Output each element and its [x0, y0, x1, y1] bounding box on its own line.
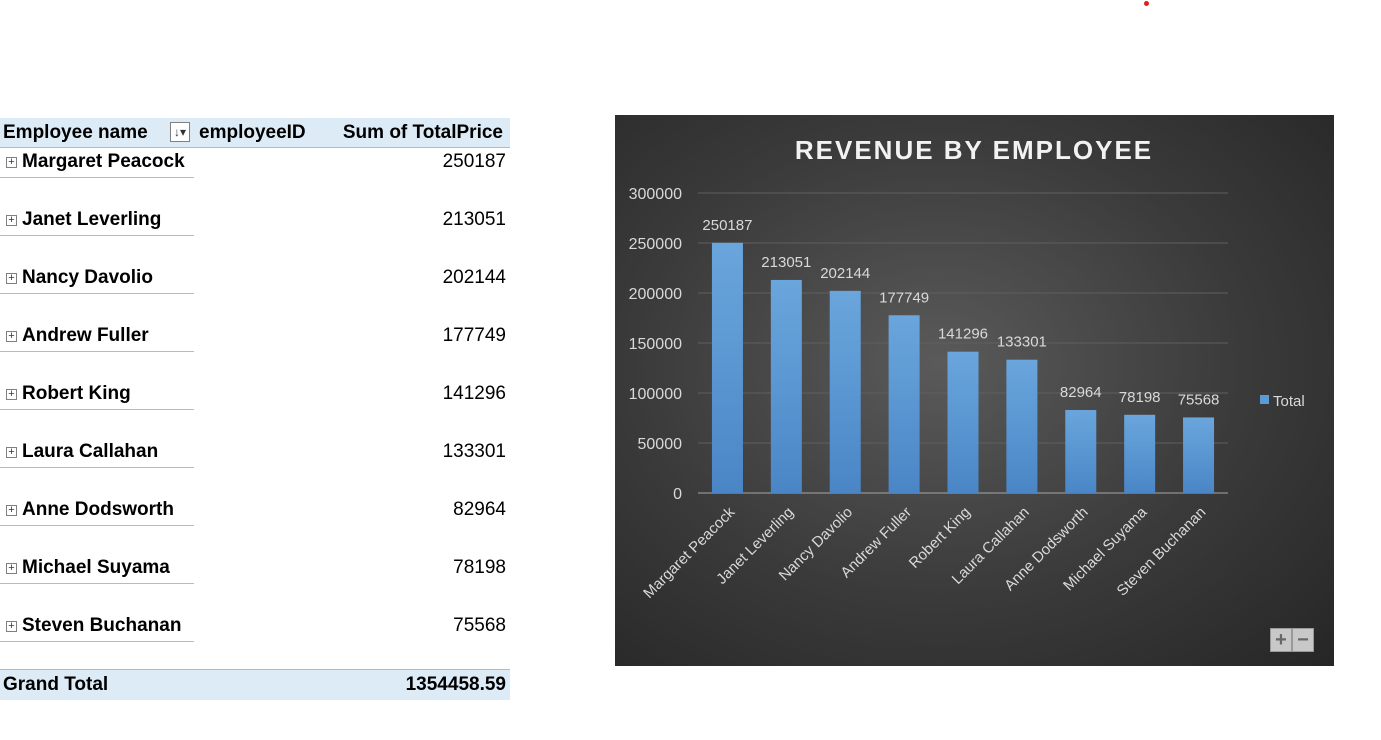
employee-name: Laura Callahan	[22, 441, 159, 462]
bar[interactable]	[947, 351, 979, 493]
bar[interactable]	[1124, 414, 1156, 493]
bar[interactable]	[770, 279, 802, 493]
table-row[interactable]: + Laura Callahan 133301	[0, 438, 510, 468]
y-tick-label: 0	[673, 486, 682, 503]
employee-name: Anne Dodsworth	[22, 499, 174, 520]
expand-plus-icon[interactable]: +	[6, 215, 17, 226]
table-row[interactable]: + Steven Buchanan 75568	[0, 612, 510, 642]
bar[interactable]	[888, 315, 920, 493]
employee-name: Robert King	[22, 383, 131, 404]
plus-icon[interactable]: +	[1270, 628, 1292, 652]
grand-total-label: Grand Total	[3, 674, 109, 695]
table-row[interactable]: + Andrew Fuller 177749	[0, 322, 510, 352]
expand-plus-icon[interactable]: +	[6, 157, 17, 168]
revenue-chart[interactable]: REVENUE BY EMPLOYEE 0 50000 100000 150000 200…	[615, 115, 1334, 666]
sort-filter-icon[interactable]: ↓▾	[170, 122, 190, 142]
legend-label: Total	[1273, 393, 1305, 410]
total-price-value: 133301	[442, 441, 506, 462]
table-row[interactable]: + Michael Suyama 78198	[0, 554, 510, 584]
cell-marker-dot	[1144, 1, 1149, 6]
header-employee-id[interactable]: employeeID	[199, 122, 306, 143]
table-row[interactable]: + Margaret Peacock 250187	[0, 148, 510, 178]
table-row[interactable]: + Janet Leverling 213051	[0, 206, 510, 236]
expand-plus-icon[interactable]: +	[6, 331, 17, 342]
data-label: 213051	[761, 254, 811, 271]
row-label-cell[interactable]: + Nancy Davolio	[0, 264, 194, 294]
row-label-cell[interactable]: + Margaret Peacock	[0, 148, 194, 178]
grand-total-row: Grand Total 1354458.59	[0, 669, 510, 700]
bar[interactable]	[711, 242, 743, 493]
y-tick-label: 100000	[629, 386, 682, 403]
expand-plus-icon[interactable]: +	[6, 273, 17, 284]
chart-title: REVENUE BY EMPLOYEE	[795, 135, 1153, 165]
total-price-value: 177749	[442, 325, 506, 346]
employee-name: Andrew Fuller	[22, 325, 149, 346]
total-price-value: 202144	[442, 267, 506, 288]
grand-total-value: 1354458.59	[405, 674, 506, 695]
table-row[interactable]: + Anne Dodsworth 82964	[0, 496, 510, 526]
row-label-cell[interactable]: + Michael Suyama	[0, 554, 194, 584]
expand-plus-icon[interactable]: +	[6, 563, 17, 574]
employee-name: Janet Leverling	[22, 209, 162, 230]
row-label-cell[interactable]: + Laura Callahan	[0, 438, 194, 468]
expand-plus-icon[interactable]: +	[6, 389, 17, 400]
bar[interactable]	[1183, 417, 1215, 493]
total-price-value: 78198	[453, 557, 506, 578]
chart-zoom-controls: + −	[1270, 628, 1314, 652]
total-price-value: 82964	[453, 499, 506, 520]
table-row[interactable]: + Nancy Davolio 202144	[0, 264, 510, 294]
data-label: 141296	[938, 326, 988, 343]
row-label-cell[interactable]: + Janet Leverling	[0, 206, 194, 236]
total-price-value: 75568	[453, 615, 506, 636]
row-label-cell[interactable]: + Andrew Fuller	[0, 322, 194, 352]
y-tick-label: 200000	[629, 286, 682, 303]
row-label-cell[interactable]: + Steven Buchanan	[0, 612, 194, 642]
y-tick-label: 50000	[638, 436, 683, 453]
employee-name: Nancy Davolio	[22, 267, 153, 288]
data-label: 75568	[1178, 391, 1220, 408]
minus-icon[interactable]: −	[1292, 628, 1314, 652]
total-price-value: 250187	[442, 151, 506, 172]
chart-canvas: REVENUE BY EMPLOYEE 0 50000 100000 150000 200…	[629, 135, 1305, 602]
bar[interactable]	[1065, 410, 1097, 493]
pivot-header-row: Employee name ↓▾ employeeID Sum of Total…	[0, 118, 510, 148]
header-sum-totalprice[interactable]: Sum of TotalPrice	[342, 122, 503, 143]
y-tick-label: 250000	[629, 236, 682, 253]
header-employee-name[interactable]: Employee name	[3, 122, 148, 143]
row-label-cell[interactable]: + Anne Dodsworth	[0, 496, 194, 526]
data-label: 82964	[1060, 384, 1102, 401]
data-label: 177749	[879, 289, 929, 306]
legend-swatch	[1260, 395, 1269, 404]
data-label: 202144	[820, 265, 870, 282]
table-row[interactable]: + Robert King 141296	[0, 380, 510, 410]
row-label-cell[interactable]: + Robert King	[0, 380, 194, 410]
employee-name: Michael Suyama	[22, 557, 170, 578]
bar[interactable]	[829, 290, 861, 493]
expand-plus-icon[interactable]: +	[6, 447, 17, 458]
expand-plus-icon[interactable]: +	[6, 505, 17, 516]
data-label: 78198	[1119, 389, 1161, 406]
employee-name: Steven Buchanan	[22, 615, 182, 636]
total-price-value: 141296	[442, 383, 506, 404]
employee-name: Margaret Peacock	[22, 151, 185, 172]
expand-plus-icon[interactable]: +	[6, 621, 17, 632]
total-price-value: 213051	[442, 209, 506, 230]
y-tick-label: 300000	[629, 186, 682, 203]
data-label: 133301	[997, 334, 1047, 351]
y-tick-label: 150000	[629, 336, 682, 353]
data-label: 250187	[702, 217, 752, 234]
bar[interactable]	[1006, 359, 1038, 493]
